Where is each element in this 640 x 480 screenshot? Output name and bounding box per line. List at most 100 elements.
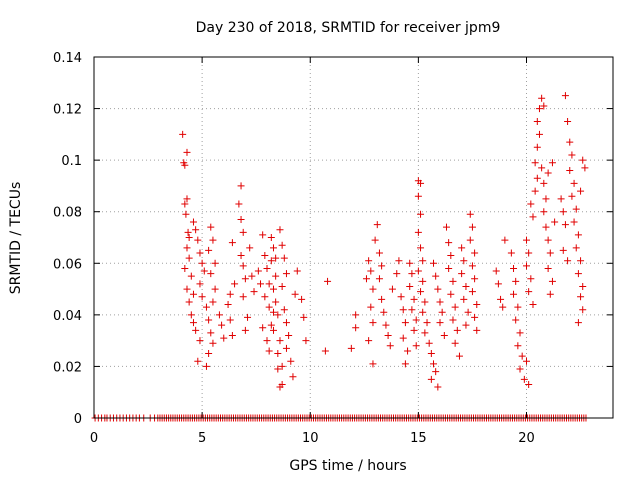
data-point — [183, 285, 191, 293]
x-tick-label: 10 — [302, 431, 319, 446]
data-point — [533, 117, 541, 125]
data-point — [205, 350, 213, 358]
data-point — [205, 316, 213, 324]
data-point — [209, 339, 217, 347]
data-point — [224, 301, 232, 309]
data-point — [414, 192, 422, 200]
data-point — [241, 275, 249, 283]
data-point — [529, 301, 537, 309]
data-point — [239, 228, 247, 236]
data-point — [196, 249, 204, 257]
data-point — [514, 303, 522, 311]
x-axis-title: GPS time / hours — [289, 458, 406, 474]
data-point — [226, 290, 234, 298]
data-point — [369, 319, 377, 327]
data-point — [412, 316, 420, 324]
data-point — [453, 326, 461, 334]
data-point — [561, 92, 569, 100]
data-point — [265, 280, 273, 288]
data-point — [540, 208, 548, 216]
data-point — [263, 337, 271, 345]
data-point — [417, 288, 425, 296]
data-point — [187, 311, 195, 319]
data-point — [430, 259, 438, 267]
data-point — [468, 262, 476, 270]
data-point — [289, 373, 297, 381]
data-points — [91, 92, 590, 422]
data-point — [471, 249, 479, 257]
data-point — [574, 319, 582, 327]
data-point — [261, 252, 269, 260]
data-point — [185, 298, 193, 306]
data-point — [274, 365, 282, 373]
data-point — [250, 288, 258, 296]
data-point — [267, 234, 275, 241]
data-point — [577, 187, 585, 195]
data-point — [192, 326, 200, 334]
data-point — [581, 164, 589, 172]
y-axis-title: SRMTID / TECUs — [8, 182, 24, 295]
data-point — [282, 344, 290, 352]
data-point — [282, 270, 290, 278]
data-point — [566, 166, 574, 174]
data-point — [269, 244, 277, 252]
data-point — [516, 365, 524, 373]
data-point — [207, 270, 215, 278]
data-point — [209, 298, 217, 306]
data-point — [259, 324, 267, 332]
data-point — [430, 360, 438, 368]
data-point — [538, 164, 546, 172]
data-point — [525, 288, 533, 296]
data-point — [464, 308, 472, 316]
data-point — [518, 352, 526, 360]
data-point — [184, 228, 192, 236]
data-point — [572, 205, 580, 213]
data-point — [436, 319, 444, 327]
data-point — [540, 102, 548, 110]
data-point — [269, 285, 277, 293]
data-point — [254, 267, 262, 275]
data-point — [194, 236, 202, 244]
x-tick-label: 15 — [410, 431, 427, 446]
data-point — [259, 231, 267, 239]
data-point — [523, 262, 530, 270]
data-point — [533, 143, 541, 151]
data-point — [458, 270, 466, 278]
data-point — [371, 236, 379, 244]
data-point — [369, 360, 377, 368]
data-point — [189, 218, 197, 226]
data-point — [384, 331, 392, 339]
data-point — [241, 326, 249, 334]
data-point — [181, 200, 189, 208]
data-point — [280, 254, 288, 262]
y-tick-labels: 0 0.02 0.04 0.06 0.08 0.1 0.12 0.14 — [53, 51, 82, 427]
data-point — [185, 254, 193, 262]
data-point — [399, 334, 407, 342]
y-tick-label: 0 — [74, 412, 82, 427]
data-point — [196, 337, 204, 345]
data-point — [494, 280, 502, 288]
data-point — [432, 272, 440, 280]
data-point — [207, 223, 215, 231]
data-point — [410, 295, 418, 303]
data-point — [525, 249, 533, 257]
data-point — [367, 267, 375, 275]
data-point — [566, 138, 574, 146]
data-point — [574, 231, 582, 239]
data-point — [272, 254, 280, 262]
data-point — [393, 270, 401, 278]
data-point — [276, 383, 284, 391]
data-point — [246, 244, 254, 252]
data-point — [499, 303, 507, 311]
data-point — [425, 339, 433, 347]
data-point — [510, 290, 518, 298]
data-point — [202, 303, 210, 311]
data-point — [438, 308, 446, 316]
data-point — [261, 293, 269, 301]
data-point — [183, 195, 191, 203]
data-point — [434, 285, 442, 293]
data-point — [276, 337, 284, 345]
data-point — [568, 151, 576, 159]
data-point — [421, 298, 429, 306]
data-point — [535, 105, 543, 113]
